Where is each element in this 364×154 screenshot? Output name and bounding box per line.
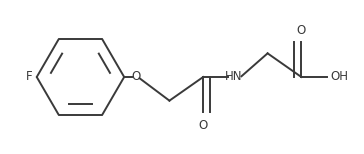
- Text: F: F: [25, 71, 32, 83]
- Text: O: O: [297, 24, 306, 37]
- Text: OH: OH: [331, 71, 348, 83]
- Text: HN: HN: [225, 71, 242, 83]
- Text: O: O: [131, 71, 140, 83]
- Text: O: O: [198, 119, 208, 132]
